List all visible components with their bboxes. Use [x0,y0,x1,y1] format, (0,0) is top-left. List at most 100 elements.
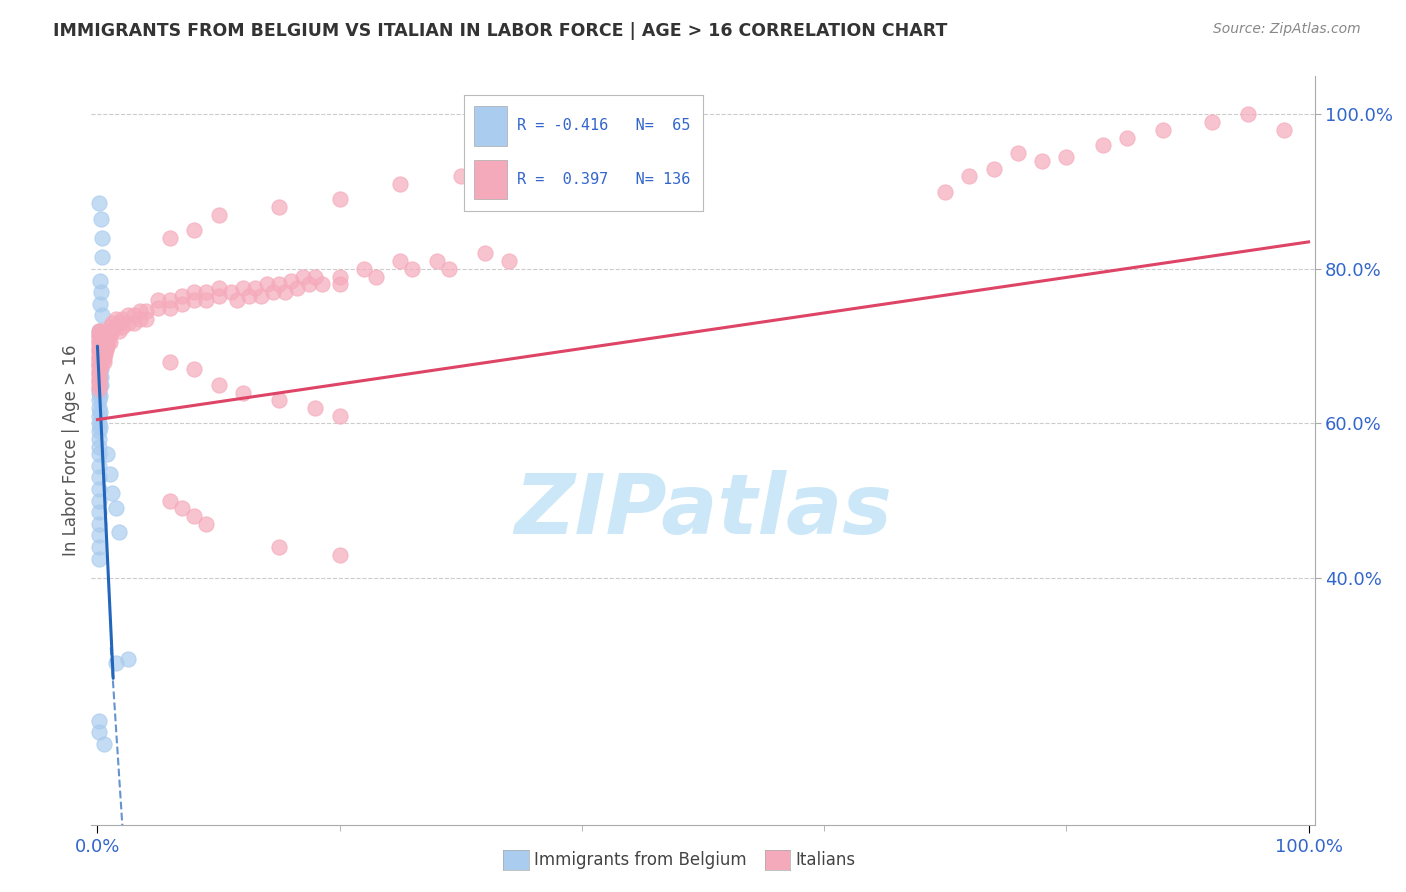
Point [94,335,117,350]
Point [401,261,423,276]
Point [183,285,205,299]
Point [108,316,131,330]
Point [304,401,326,415]
Point [90,370,112,384]
Point [91,343,114,357]
Point [87,458,110,473]
Text: IMMIGRANTS FROM BELGIUM VS ITALIAN IN LABOR FORCE | AGE > 16 CORRELATION CHART: IMMIGRANTS FROM BELGIUM VS ITALIAN IN LA… [53,22,948,40]
Point [122,308,145,322]
Point [87,366,110,380]
Point [172,289,194,303]
Point [90,377,112,392]
Point [298,277,321,292]
Point [87,432,110,446]
Point [97,335,120,350]
Point [87,725,110,739]
Point [1201,115,1223,129]
Point [87,366,110,380]
Text: Italians: Italians [796,851,856,869]
Point [183,509,205,524]
Point [89,347,111,361]
Point [450,169,472,184]
Point [256,277,278,292]
Point [89,370,111,384]
Point [389,254,412,268]
Point [274,285,297,299]
Point [269,277,291,292]
Point [959,169,981,184]
Point [98,319,121,334]
Point [94,343,117,357]
Point [159,301,181,315]
Point [232,281,254,295]
Point [89,331,111,345]
Point [87,196,110,211]
Point [172,296,194,310]
Point [91,347,114,361]
Point [87,374,110,388]
Point [207,281,229,295]
Point [87,354,110,368]
Point [93,347,115,361]
Point [128,312,150,326]
Point [93,335,115,350]
Point [87,551,110,566]
Point [91,308,114,322]
Point [89,343,111,357]
Point [87,470,110,484]
Point [1152,123,1174,137]
Point [87,327,110,342]
Point [87,335,110,350]
Point [87,331,110,345]
Point [89,327,111,342]
Point [195,516,218,531]
Point [87,382,110,396]
Point [146,301,169,315]
Point [498,254,520,268]
Point [97,327,120,342]
Point [90,335,112,350]
Point [90,211,112,226]
Point [89,347,111,361]
Point [90,343,112,357]
Point [101,324,124,338]
Point [111,312,134,326]
Point [89,273,111,287]
Point [87,359,110,373]
Point [1115,130,1137,145]
Point [89,420,111,434]
Point [90,339,112,353]
Point [108,324,131,338]
Point [89,335,111,350]
Point [108,524,131,539]
Point [104,501,127,516]
Text: Source: ZipAtlas.com: Source: ZipAtlas.com [1213,22,1361,37]
Point [87,327,110,342]
Point [101,486,124,500]
Point [89,359,111,373]
Point [104,319,127,334]
Point [87,482,110,496]
Point [1054,150,1077,164]
Point [934,185,956,199]
Point [262,285,284,299]
Point [87,516,110,531]
Point [90,354,112,368]
Point [87,359,110,373]
Point [89,354,111,368]
Text: ZIPatlas: ZIPatlas [515,470,891,551]
Point [87,370,110,384]
Point [159,493,181,508]
Point [207,208,229,222]
Point [87,343,110,357]
Point [135,312,157,326]
Point [90,339,112,353]
Point [98,335,121,350]
Point [91,231,114,245]
Point [87,424,110,438]
Point [91,251,114,265]
Point [91,331,114,345]
Y-axis label: In Labor Force | Age > 16: In Labor Force | Age > 16 [62,344,80,557]
Point [93,331,115,345]
Point [101,316,124,330]
